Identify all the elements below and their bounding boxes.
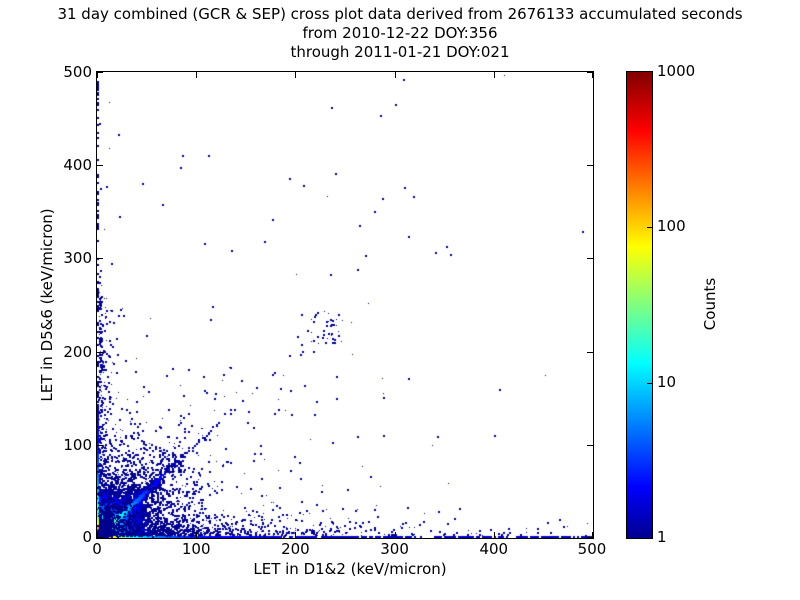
chart-title-line-3: through 2011-01-21 DOY:021 bbox=[290, 43, 510, 61]
x-tick-mark bbox=[493, 532, 495, 538]
y-tick-mark bbox=[97, 351, 103, 353]
y-tick-label: 100 bbox=[63, 435, 92, 454]
x-tick-mark bbox=[97, 532, 98, 538]
colorbar-tick-mark bbox=[647, 382, 652, 384]
y-tick-mark-right bbox=[587, 351, 593, 353]
x-tick-label: 0 bbox=[92, 540, 102, 558]
x-tick-mark-top bbox=[592, 72, 593, 78]
y-tick-mark-right bbox=[587, 537, 593, 538]
colorbar-gradient bbox=[627, 72, 652, 538]
chart-title-line-1: 31 day combined (GCR & SEP) cross plot d… bbox=[57, 5, 743, 23]
colorbar-tick-label: 1 bbox=[657, 528, 667, 546]
colorbar-label: Counts bbox=[701, 277, 719, 331]
x-tick-mark-top bbox=[97, 72, 98, 78]
chart-title-line-2: from 2010-12-22 DOY:356 bbox=[302, 24, 498, 42]
x-tick-mark-top bbox=[394, 72, 396, 78]
y-axis-label: LET in D5&6 (keV/micron) bbox=[38, 208, 56, 402]
y-tick-mark-right bbox=[587, 72, 593, 73]
x-axis-label: LET in D1&2 (keV/micron) bbox=[253, 560, 447, 578]
x-tick-mark-top bbox=[196, 72, 198, 78]
x-tick-mark bbox=[592, 532, 593, 538]
colorbar-tick-mark bbox=[647, 227, 652, 229]
y-tick-mark bbox=[97, 165, 103, 167]
y-tick-label: 400 bbox=[63, 156, 92, 175]
colorbar-tick-label: 1000 bbox=[657, 62, 696, 80]
x-tick-label: 100 bbox=[181, 540, 211, 558]
y-tick-label: 300 bbox=[63, 249, 92, 268]
colorbar-tick-label: 100 bbox=[657, 217, 686, 236]
y-tick-label: 0 bbox=[82, 528, 92, 546]
x-tick-label: 400 bbox=[479, 540, 509, 558]
x-tick-mark-top bbox=[295, 72, 297, 78]
x-tick-label: 500 bbox=[577, 540, 607, 558]
y-tick-label: 500 bbox=[63, 63, 92, 81]
x-tick-label: 200 bbox=[281, 540, 310, 558]
y-tick-mark-right bbox=[587, 444, 593, 446]
y-tick-mark bbox=[97, 258, 103, 260]
x-tick-mark bbox=[394, 532, 396, 538]
y-tick-mark-right bbox=[587, 258, 593, 260]
y-tick-label: 200 bbox=[63, 342, 92, 361]
colorbar bbox=[626, 71, 653, 539]
x-tick-mark bbox=[196, 532, 198, 538]
x-tick-mark-top bbox=[493, 72, 495, 78]
y-tick-mark bbox=[97, 537, 103, 538]
plot-area bbox=[96, 71, 594, 539]
y-tick-mark-right bbox=[587, 165, 593, 167]
colorbar-tick-label: 10 bbox=[657, 372, 677, 391]
x-tick-label: 300 bbox=[380, 540, 409, 558]
y-tick-mark bbox=[97, 72, 103, 73]
x-tick-mark bbox=[295, 532, 297, 538]
y-tick-mark bbox=[97, 444, 103, 446]
scatter-canvas bbox=[97, 72, 593, 538]
